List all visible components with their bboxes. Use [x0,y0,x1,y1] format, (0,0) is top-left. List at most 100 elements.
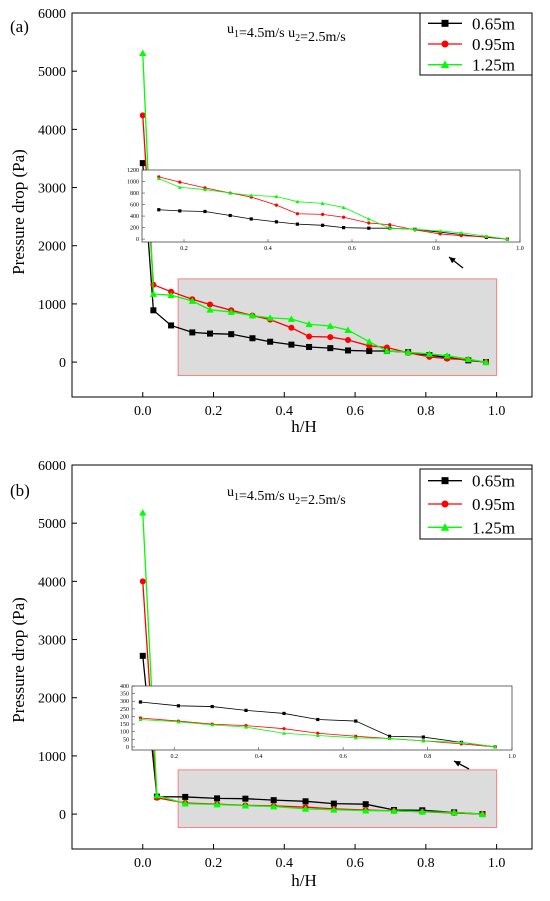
inset-y-tick-label: 800 [130,191,139,197]
inset-data-point [321,223,325,227]
legend: 0.65m 0.95m 1.25m [419,12,533,76]
data-point [478,810,487,817]
x-tick-label: 0.6 [346,404,364,419]
inset-data-point [228,213,232,218]
inset-series-0.65m [138,700,497,749]
data-point [330,806,338,813]
inset-x-tick-label: 0.8 [432,246,440,252]
data-point [266,314,274,321]
x-tick-label: 0.6 [346,856,364,871]
inset-data-point [321,212,325,216]
data-point [270,802,278,810]
inset-data-point [203,209,207,214]
series-1.25m [139,49,490,365]
inset-series-line [158,176,508,240]
y-tick-label: 2000 [38,240,66,255]
legend-label: 0.65m [472,472,515,491]
data-point [390,807,398,814]
x-tick-label: 1.0 [488,404,506,419]
inset-data-point [320,201,325,205]
inset-data-point [177,185,182,189]
y-tick-label: 0 [59,808,66,823]
data-point [443,352,451,359]
inset-y-tick-label: 350 [120,692,129,698]
inset-x-tick-label: 0.2 [170,754,178,760]
inset-data-point [156,176,161,181]
inset-data-point [244,708,248,712]
x-tick-label: 0.2 [205,404,223,419]
inset-series-line [158,178,508,240]
data-point [214,795,221,802]
inset-data-point [178,209,182,213]
inset-data-point [315,733,320,738]
data-point [241,802,249,809]
inset-data-point [295,199,300,204]
y-tick-label: 2000 [38,692,66,707]
inset-data-point [228,191,233,195]
x-tick-label: 0.4 [276,404,294,419]
arrow-head [449,257,456,264]
data-point [418,808,426,815]
inset-arrow [448,256,464,269]
inset-data-point [438,232,442,236]
y-tick-label: 3000 [38,634,66,649]
inset-series-1.25m [156,176,510,241]
legend-marker [441,40,449,48]
data-point [425,350,433,357]
series-line [142,512,483,815]
inset-frame [131,685,513,751]
legend-label: 0.65m [472,14,515,33]
inset-x-tick-label: 0.6 [348,246,356,252]
y-axis-label: Pressure drop (Pa) [9,149,28,275]
inset-data-point [210,722,215,727]
data-point [464,355,472,363]
data-point [182,793,189,800]
inset-x-tick-label: 1.0 [516,246,524,252]
data-point [139,49,147,57]
inset-data-point [316,717,320,722]
data-point [305,320,313,328]
x-tick-label: 0.0 [134,856,152,871]
data-point [287,315,295,322]
inset-data-point [176,704,181,708]
y-tick-label: 6000 [38,459,66,474]
arrow-head [454,761,461,767]
y-tick-label: 0 [59,356,66,371]
y-tick-label: 6000 [38,7,66,22]
x-tick-label: 0.8 [417,404,435,419]
data-point [450,808,458,816]
inset-data-point [387,734,392,738]
x-tick-label: 0.2 [205,856,223,871]
inset-data-point [459,740,464,744]
inset-data-point [295,212,299,216]
inset-data-point [388,223,392,227]
data-point [139,652,146,659]
inset-data-point [282,731,286,735]
inset-arrow [453,760,470,770]
data-point [366,348,373,355]
data-point [248,311,257,319]
inset-y-tick-label: 50 [123,737,129,743]
inset-data-point [282,727,286,731]
inset-data-point [138,700,143,704]
legend-item: 0.65m [428,472,515,491]
legend-item: 1.25m [428,56,515,75]
x-axis-label: h/H [291,417,317,436]
data-point [327,334,334,341]
inset-data-point [274,203,278,207]
legend-label: 0.95m [472,35,515,54]
inset-data-point [210,704,214,709]
inset-y-tick-label: 250 [120,707,129,713]
legend-marker [440,523,450,531]
inset-x-tick-label: 0.2 [180,246,188,252]
data-point [270,797,277,804]
inset-data-point [484,234,489,238]
inset-chart: 0.2 0.4 0.6 0.8 1.0 0 200 400 600 800 1000 1200 [127,168,524,252]
inset-data-point [493,745,498,749]
axis-ticks: 0.0 0.2 0.4 0.6 0.8 1.00100020003000400050006… [38,7,505,419]
y-tick-label: 1000 [38,298,66,313]
inset-data-point [366,217,371,221]
inset-y-tick-label: 150 [120,722,129,728]
